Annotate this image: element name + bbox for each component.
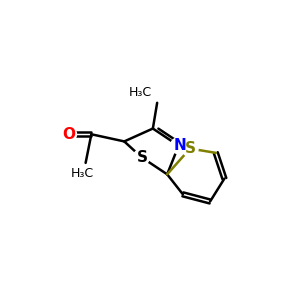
Text: H₃C: H₃C — [128, 86, 152, 99]
Text: S: S — [136, 150, 148, 165]
Circle shape — [60, 126, 76, 142]
Circle shape — [182, 141, 198, 157]
Circle shape — [171, 138, 187, 154]
Text: N: N — [174, 138, 186, 153]
Text: H₃C: H₃C — [71, 167, 94, 180]
Text: O: O — [62, 127, 75, 142]
Text: S: S — [185, 141, 196, 156]
Circle shape — [134, 149, 149, 165]
